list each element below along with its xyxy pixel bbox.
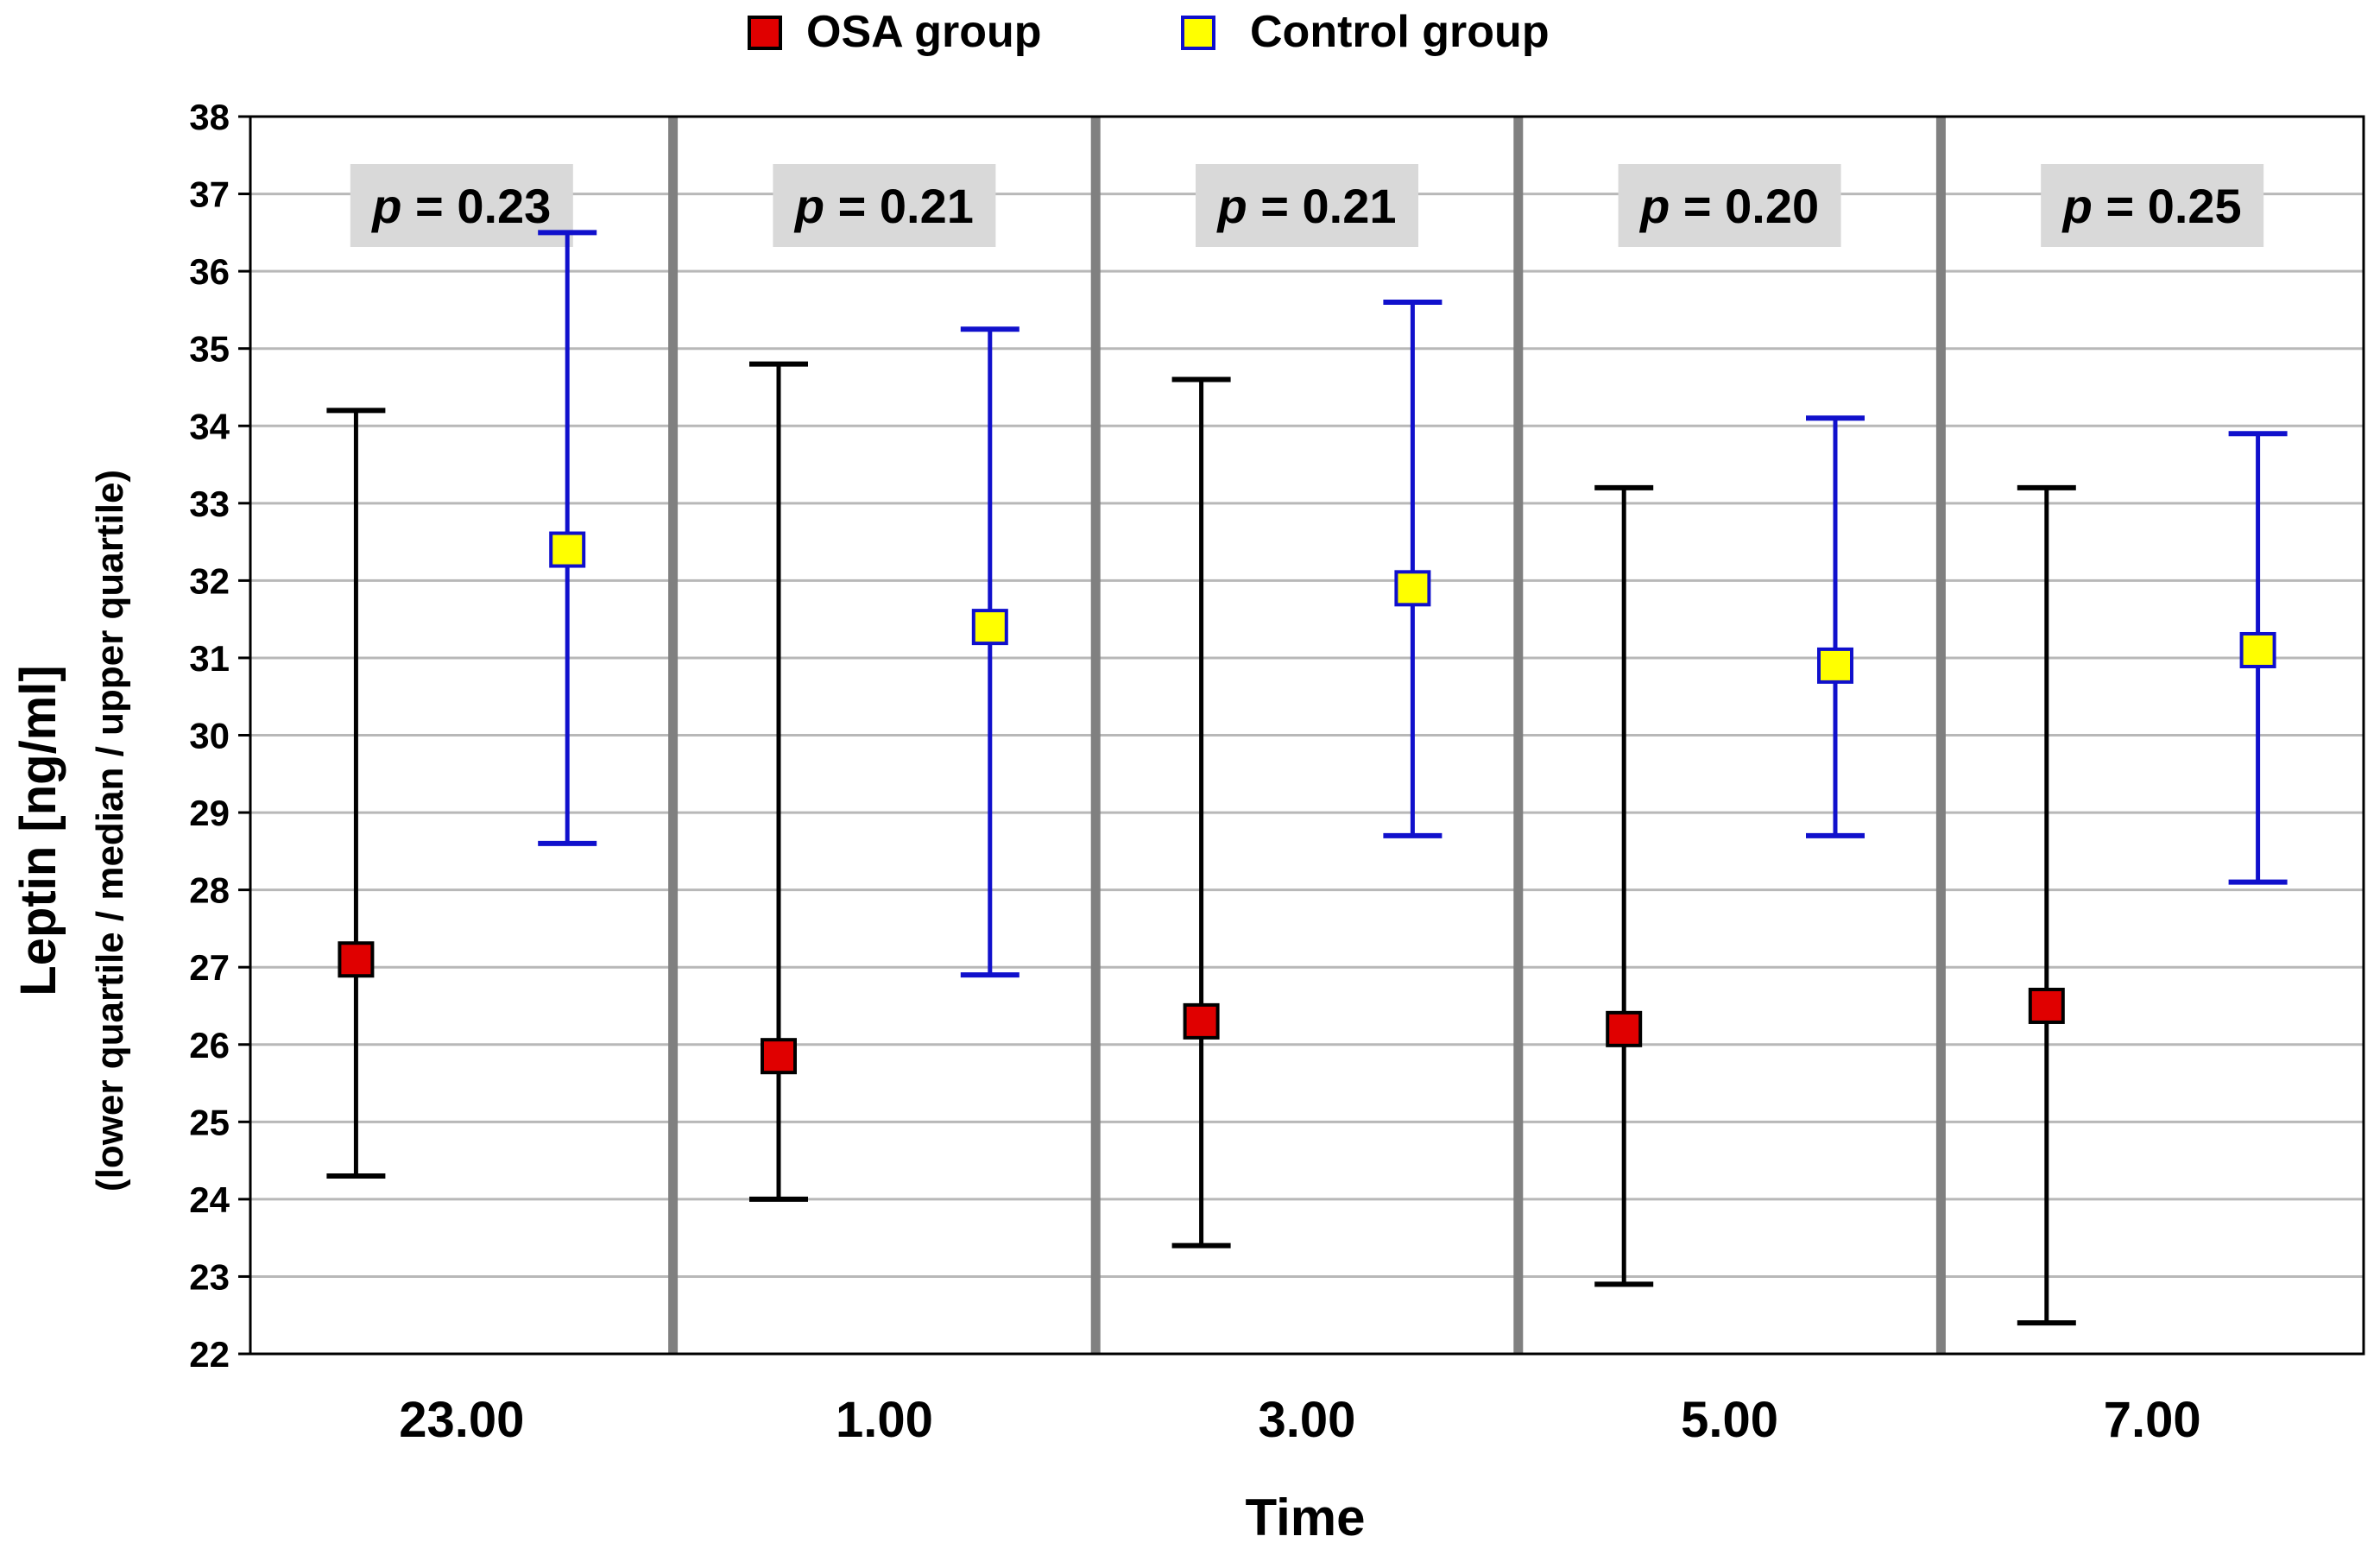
x-category-label: 3.00 bbox=[1259, 1392, 1356, 1448]
p-value-symbol: p bbox=[1638, 179, 1670, 233]
p-value-label: p = 0.23 bbox=[370, 179, 551, 233]
median-marker-osa bbox=[1606, 1010, 1643, 1047]
p-value-symbol: p bbox=[370, 179, 401, 233]
p-value-number: = 0.21 bbox=[1247, 179, 1397, 233]
legend-marker-osa bbox=[748, 16, 782, 50]
y-axis-ticks: 22 23 24 25 26 27 28 29 30 31 32 33 34 35 36 37 38 bbox=[189, 97, 250, 1375]
y-axis-subtitle-group: (lower quartile / median / upper quartil… bbox=[89, 470, 131, 1192]
y-tick-label: 29 bbox=[189, 793, 230, 833]
p-value-box bbox=[773, 163, 996, 247]
median-marker-control bbox=[549, 531, 586, 568]
y-tick-label: 32 bbox=[189, 560, 230, 601]
x-category-label: 1.00 bbox=[836, 1392, 933, 1448]
p-value-box bbox=[350, 163, 573, 247]
y-tick-label: 36 bbox=[189, 251, 230, 292]
median-marker-osa bbox=[1183, 1002, 1220, 1040]
y-tick-label: 38 bbox=[189, 97, 230, 137]
p-value-label: p = 0.21 bbox=[793, 179, 974, 233]
p-value-number: = 0.20 bbox=[1670, 179, 1819, 233]
panel-separators bbox=[668, 117, 1946, 1354]
x-axis-title: Time bbox=[1246, 1489, 1366, 1546]
x-axis-categories: 23.00 1.00 3.00 5.00 7.00 bbox=[399, 1392, 2200, 1448]
median-marker-osa bbox=[2028, 987, 2065, 1024]
y-axis-title: Leptin [ng/ml] bbox=[10, 665, 66, 996]
y-tick-label: 34 bbox=[189, 406, 230, 446]
median-marker-control bbox=[1817, 647, 1853, 684]
y-tick-label: 37 bbox=[189, 174, 230, 215]
y-axis-title-group: Leptin [ng/ml] bbox=[10, 665, 66, 996]
x-category-label: 5.00 bbox=[1681, 1392, 1778, 1448]
p-value-number: = 0.21 bbox=[824, 179, 974, 233]
p-value-labels: p = 0.23 p = 0.21 p = 0.21 p = 0.20 p = 0.25 bbox=[350, 163, 2264, 247]
y-tick-label: 24 bbox=[189, 1179, 230, 1220]
median-markers bbox=[338, 531, 2276, 1075]
median-marker-osa bbox=[761, 1038, 797, 1075]
y-tick-label: 26 bbox=[189, 1025, 230, 1065]
y-tick-label: 33 bbox=[189, 484, 230, 524]
legend-label-control: Control group bbox=[1250, 7, 1550, 57]
x-category-label: 23.00 bbox=[399, 1392, 524, 1448]
median-marker-control bbox=[2239, 631, 2276, 668]
gridlines bbox=[250, 193, 2364, 1278]
y-tick-label: 23 bbox=[189, 1256, 230, 1297]
y-tick-label: 35 bbox=[189, 329, 230, 370]
median-marker-control bbox=[971, 609, 1008, 646]
y-tick-label: 28 bbox=[189, 870, 230, 911]
y-tick-label: 27 bbox=[189, 947, 230, 988]
legend-marker-control bbox=[1181, 16, 1215, 50]
p-value-number: = 0.23 bbox=[402, 179, 552, 233]
error-bars bbox=[326, 230, 2288, 1326]
x-category-label: 7.00 bbox=[2104, 1392, 2201, 1448]
p-value-symbol: p bbox=[1215, 179, 1247, 233]
legend: OSA group Control group bbox=[748, 7, 1550, 57]
p-value-label: p = 0.25 bbox=[2061, 179, 2242, 233]
p-value-box bbox=[1618, 163, 1841, 247]
legend-label-osa: OSA group bbox=[806, 7, 1042, 57]
y-tick-label: 25 bbox=[189, 1102, 230, 1142]
median-marker-control bbox=[1394, 570, 1431, 607]
p-value-symbol: p bbox=[2061, 179, 2093, 233]
y-tick-label: 22 bbox=[189, 1334, 230, 1375]
y-axis-subtitle: (lower quartile / median / upper quartil… bbox=[89, 470, 131, 1192]
p-value-label: p = 0.20 bbox=[1638, 179, 1819, 233]
median-marker-osa bbox=[338, 941, 375, 978]
p-value-box bbox=[1196, 163, 1418, 247]
p-value-label: p = 0.21 bbox=[1215, 179, 1396, 233]
p-value-symbol: p bbox=[793, 179, 824, 233]
p-value-number: = 0.25 bbox=[2093, 179, 2242, 233]
y-tick-label: 30 bbox=[189, 716, 230, 756]
p-value-box bbox=[2041, 163, 2264, 247]
y-tick-label: 31 bbox=[189, 638, 230, 679]
